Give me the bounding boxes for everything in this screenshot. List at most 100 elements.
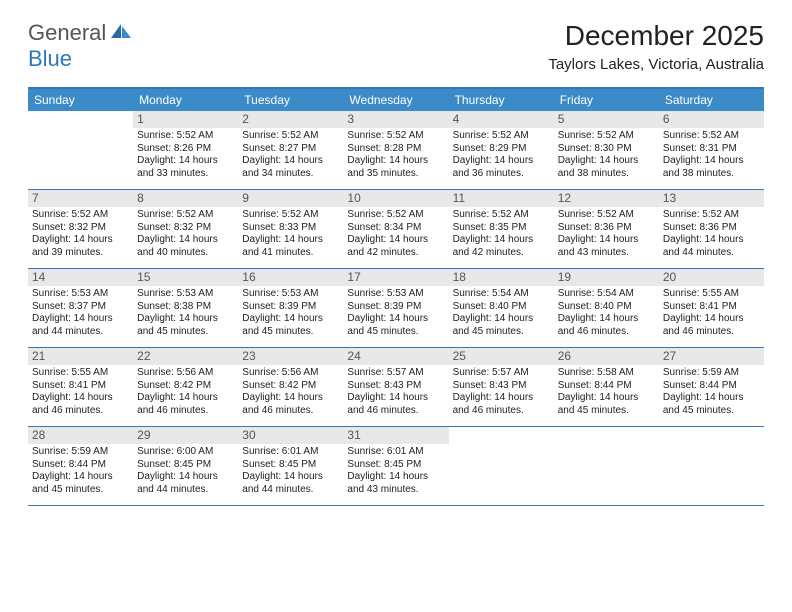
day-cell: 17Sunrise: 5:53 AMSunset: 8:39 PMDayligh… xyxy=(343,269,448,347)
day-info-line: Sunset: 8:27 PM xyxy=(242,143,339,156)
day-info-line: Sunrise: 5:55 AM xyxy=(663,288,760,301)
day-info-line: and 34 minutes. xyxy=(242,168,339,181)
day-number: 7 xyxy=(28,190,133,207)
day-info-line: Daylight: 14 hours xyxy=(347,392,444,405)
day-info-line: and 38 minutes. xyxy=(663,168,760,181)
day-info-line: Daylight: 14 hours xyxy=(347,471,444,484)
day-cell: 16Sunrise: 5:53 AMSunset: 8:39 PMDayligh… xyxy=(238,269,343,347)
day-number: 2 xyxy=(238,111,343,128)
day-info-line: and 42 minutes. xyxy=(453,247,550,260)
day-info-line: Daylight: 14 hours xyxy=(663,155,760,168)
day-cell: 18Sunrise: 5:54 AMSunset: 8:40 PMDayligh… xyxy=(449,269,554,347)
day-info-line: Sunset: 8:33 PM xyxy=(242,222,339,235)
day-cell: 22Sunrise: 5:56 AMSunset: 8:42 PMDayligh… xyxy=(133,348,238,426)
day-cell xyxy=(449,427,554,505)
day-cell: 2 Sunrise: 5:52 AMSunset: 8:27 PMDaylight… xyxy=(238,111,343,189)
weekday-header: Tuesday xyxy=(238,89,343,111)
day-info-line: and 43 minutes. xyxy=(347,484,444,497)
day-info-line: Sunset: 8:39 PM xyxy=(242,301,339,314)
day-info-line: and 33 minutes. xyxy=(137,168,234,181)
day-cell: 20Sunrise: 5:55 AMSunset: 8:41 PMDayligh… xyxy=(659,269,764,347)
day-info-line: Daylight: 14 hours xyxy=(242,155,339,168)
day-info-line: Daylight: 14 hours xyxy=(558,392,655,405)
day-info-line: Daylight: 14 hours xyxy=(663,313,760,326)
day-info-line: Sunrise: 5:52 AM xyxy=(558,209,655,222)
day-info-line: and 46 minutes. xyxy=(242,405,339,418)
day-cell: 8Sunrise: 5:52 AMSunset: 8:32 PMDaylight… xyxy=(133,190,238,268)
week-row: 1Sunrise: 5:52 AMSunset: 8:26 PMDaylight… xyxy=(28,111,764,190)
day-cell xyxy=(659,427,764,505)
header: General December 2025 Taylors Lakes, Vic… xyxy=(0,0,792,81)
day-info-line: Sunrise: 6:01 AM xyxy=(347,446,444,459)
day-info-line: Sunrise: 5:52 AM xyxy=(453,130,550,143)
day-info-line: Sunset: 8:35 PM xyxy=(453,222,550,235)
day-info-line: and 44 minutes. xyxy=(32,326,129,339)
day-info-line: Sunset: 8:32 PM xyxy=(32,222,129,235)
day-info-line: Sunrise: 5:52 AM xyxy=(347,130,444,143)
weekday-header: Friday xyxy=(554,89,659,111)
day-number: 30 xyxy=(238,427,343,444)
day-number: 21 xyxy=(28,348,133,365)
day-number: 8 xyxy=(133,190,238,207)
day-info-line: and 46 minutes. xyxy=(558,326,655,339)
day-cell: 30Sunrise: 6:01 AMSunset: 8:45 PMDayligh… xyxy=(238,427,343,505)
day-cell: 1Sunrise: 5:52 AMSunset: 8:26 PMDaylight… xyxy=(133,111,238,189)
day-number: 28 xyxy=(28,427,133,444)
day-cell: 23Sunrise: 5:56 AMSunset: 8:42 PMDayligh… xyxy=(238,348,343,426)
week-row: 21Sunrise: 5:55 AMSunset: 8:41 PMDayligh… xyxy=(28,348,764,427)
day-info-line: and 41 minutes. xyxy=(242,247,339,260)
day-info-line: Sunrise: 5:52 AM xyxy=(558,130,655,143)
day-info-line: Sunrise: 6:01 AM xyxy=(242,446,339,459)
day-info-line: Daylight: 14 hours xyxy=(137,313,234,326)
day-number: 29 xyxy=(133,427,238,444)
day-number: 10 xyxy=(343,190,448,207)
day-info-line: Sunrise: 5:52 AM xyxy=(347,209,444,222)
day-number: 14 xyxy=(28,269,133,286)
day-info-line: Sunrise: 5:56 AM xyxy=(242,367,339,380)
day-number: 20 xyxy=(659,269,764,286)
day-info-line: Sunset: 8:43 PM xyxy=(453,380,550,393)
day-info-line: Daylight: 14 hours xyxy=(137,392,234,405)
day-info-line: Sunset: 8:32 PM xyxy=(137,222,234,235)
day-info-line: Sunset: 8:42 PM xyxy=(137,380,234,393)
day-info-line: Daylight: 14 hours xyxy=(558,313,655,326)
day-info-line: Daylight: 14 hours xyxy=(137,471,234,484)
day-number: 23 xyxy=(238,348,343,365)
day-number: 3 xyxy=(343,111,448,128)
day-cell: 25Sunrise: 5:57 AMSunset: 8:43 PMDayligh… xyxy=(449,348,554,426)
day-number: 6 xyxy=(659,111,764,128)
day-info-line: Daylight: 14 hours xyxy=(242,234,339,247)
week-row: 28Sunrise: 5:59 AMSunset: 8:44 PMDayligh… xyxy=(28,427,764,506)
day-info-line: Sunrise: 5:52 AM xyxy=(137,130,234,143)
day-info-line: Sunset: 8:26 PM xyxy=(137,143,234,156)
day-info-line: Daylight: 14 hours xyxy=(453,155,550,168)
day-info-line: Daylight: 14 hours xyxy=(558,234,655,247)
day-cell: 31Sunrise: 6:01 AMSunset: 8:45 PMDayligh… xyxy=(343,427,448,505)
day-info-line: Daylight: 14 hours xyxy=(137,155,234,168)
day-info-line: Sunrise: 5:57 AM xyxy=(453,367,550,380)
day-cell: 7Sunrise: 5:52 AMSunset: 8:32 PMDaylight… xyxy=(28,190,133,268)
day-info-line: Sunrise: 5:53 AM xyxy=(32,288,129,301)
day-cell: 29 Sunrise: 6:00 AMSunset: 8:45 PMDayligh… xyxy=(133,427,238,505)
day-info-line: Sunrise: 5:52 AM xyxy=(242,130,339,143)
day-info-line: Sunrise: 6:00 AM xyxy=(137,446,234,459)
day-info-line: Sunrise: 5:59 AM xyxy=(32,446,129,459)
day-info-line: Daylight: 14 hours xyxy=(242,471,339,484)
day-info-line: Sunrise: 5:59 AM xyxy=(663,367,760,380)
day-info-line: Sunset: 8:36 PM xyxy=(663,222,760,235)
day-number: 12 xyxy=(554,190,659,207)
day-number: 22 xyxy=(133,348,238,365)
day-info-line: Sunrise: 5:53 AM xyxy=(347,288,444,301)
day-info-line: Sunrise: 5:58 AM xyxy=(558,367,655,380)
day-info-line: and 36 minutes. xyxy=(453,168,550,181)
day-info-line: Sunrise: 5:53 AM xyxy=(137,288,234,301)
day-info-line: and 44 minutes. xyxy=(137,484,234,497)
day-info-line: Sunset: 8:45 PM xyxy=(137,459,234,472)
logo-sail-icon xyxy=(110,23,132,39)
day-info-line: Sunrise: 5:52 AM xyxy=(663,130,760,143)
location: Taylors Lakes, Victoria, Australia xyxy=(548,56,764,73)
weeks-container: 1Sunrise: 5:52 AMSunset: 8:26 PMDaylight… xyxy=(28,111,764,506)
logo-text-general: General xyxy=(28,20,106,46)
day-info-line: Daylight: 14 hours xyxy=(347,313,444,326)
day-info-line: Daylight: 14 hours xyxy=(347,234,444,247)
